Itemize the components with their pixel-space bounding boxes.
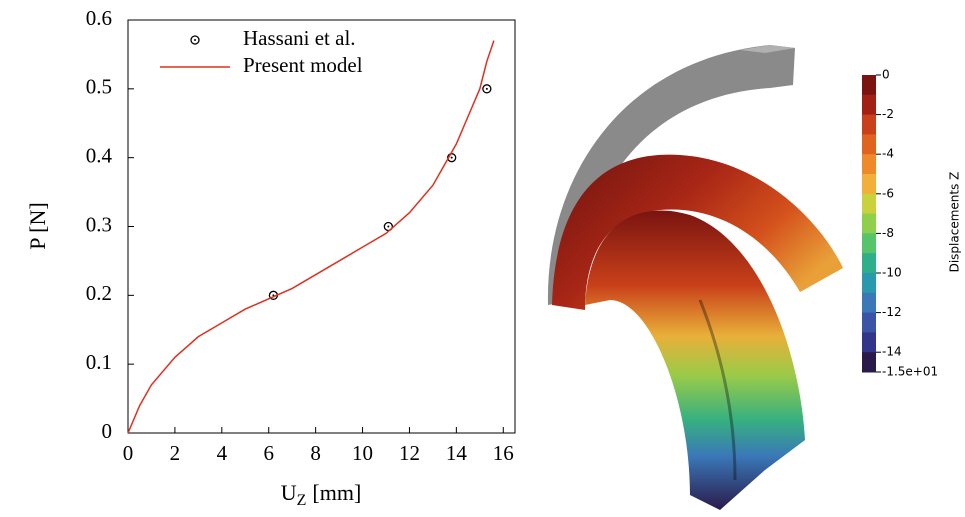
y-tick-label: 0.3	[86, 212, 112, 236]
x-axis-label: UZ [mm]	[281, 480, 362, 509]
plot-frame	[127, 19, 516, 434]
colorbar-tick-label: 0	[882, 68, 890, 82]
y-tick-label: 0.5	[86, 75, 112, 99]
deformed-arc	[552, 154, 843, 310]
data-point-center	[450, 156, 453, 159]
y-axis-label: P [N]	[25, 202, 50, 249]
colorbar-band	[862, 94, 876, 116]
colorbar-tick-label: -6	[882, 186, 894, 200]
colorbar-tick-label: -2	[882, 107, 894, 121]
colorbar-tick-label: -14	[882, 345, 902, 359]
legend-label: Hassani et al.	[243, 26, 356, 50]
colorbar-tick-label: -10	[882, 266, 902, 280]
x-tick-label: 14	[446, 441, 468, 465]
data-point-center	[387, 225, 390, 228]
x-tick-label: 8	[310, 441, 321, 465]
data-point	[482, 84, 492, 94]
x-label-subscript: Z	[297, 492, 307, 509]
colorbar-band	[862, 75, 876, 96]
legend-label: Present model	[243, 53, 363, 77]
x-label-unit: [mm]	[312, 480, 361, 505]
colorbar-band	[862, 213, 876, 234]
deformed-model-render	[547, 45, 843, 510]
y-tick-label: 0.4	[86, 143, 113, 167]
colorbar-band	[862, 233, 876, 254]
colorbar-band	[862, 134, 876, 155]
x-tick-label: 0	[123, 441, 134, 465]
arc-end-face	[740, 45, 795, 53]
y-tick-label: 0	[102, 419, 113, 443]
legend-marker	[190, 35, 200, 45]
colorbar-band	[862, 352, 876, 373]
model-curve	[127, 40, 495, 434]
colorbar-tick-label: -4	[882, 147, 894, 161]
deformed-arc	[585, 210, 805, 510]
y-tick-label: 0.1	[86, 350, 112, 374]
x-tick-label: 4	[217, 441, 228, 465]
y-tick-label: 0.6	[86, 6, 112, 30]
x-tick-label: 16	[493, 441, 514, 465]
colorbar-band	[862, 273, 876, 294]
y-tick-label: 0.2	[86, 281, 112, 305]
x-tick-label: 2	[170, 441, 181, 465]
arc-edge	[698, 299, 737, 481]
colorbar-tick-label: -1.5e+01	[882, 365, 938, 379]
data-point-center	[485, 87, 488, 90]
colorbar-tick-label: -12	[882, 305, 902, 319]
colorbar-tick-label: -8	[882, 226, 894, 240]
x-label-main: U	[281, 480, 297, 505]
x-tick-label: 6	[263, 441, 274, 465]
colorbar-band	[862, 174, 876, 195]
colorbar-band	[862, 312, 876, 333]
colorbar-band	[862, 154, 876, 175]
colorbar-band	[862, 292, 876, 314]
colorbar-band	[862, 114, 876, 135]
colorbar-band	[862, 332, 876, 353]
colorbar-band	[862, 193, 876, 215]
x-tick-label: 12	[399, 441, 420, 465]
colorbar-title: Displacements Z	[948, 172, 962, 273]
legend-marker-center	[194, 39, 196, 41]
colorbar-band	[862, 253, 876, 274]
x-tick-label: 10	[352, 441, 373, 465]
